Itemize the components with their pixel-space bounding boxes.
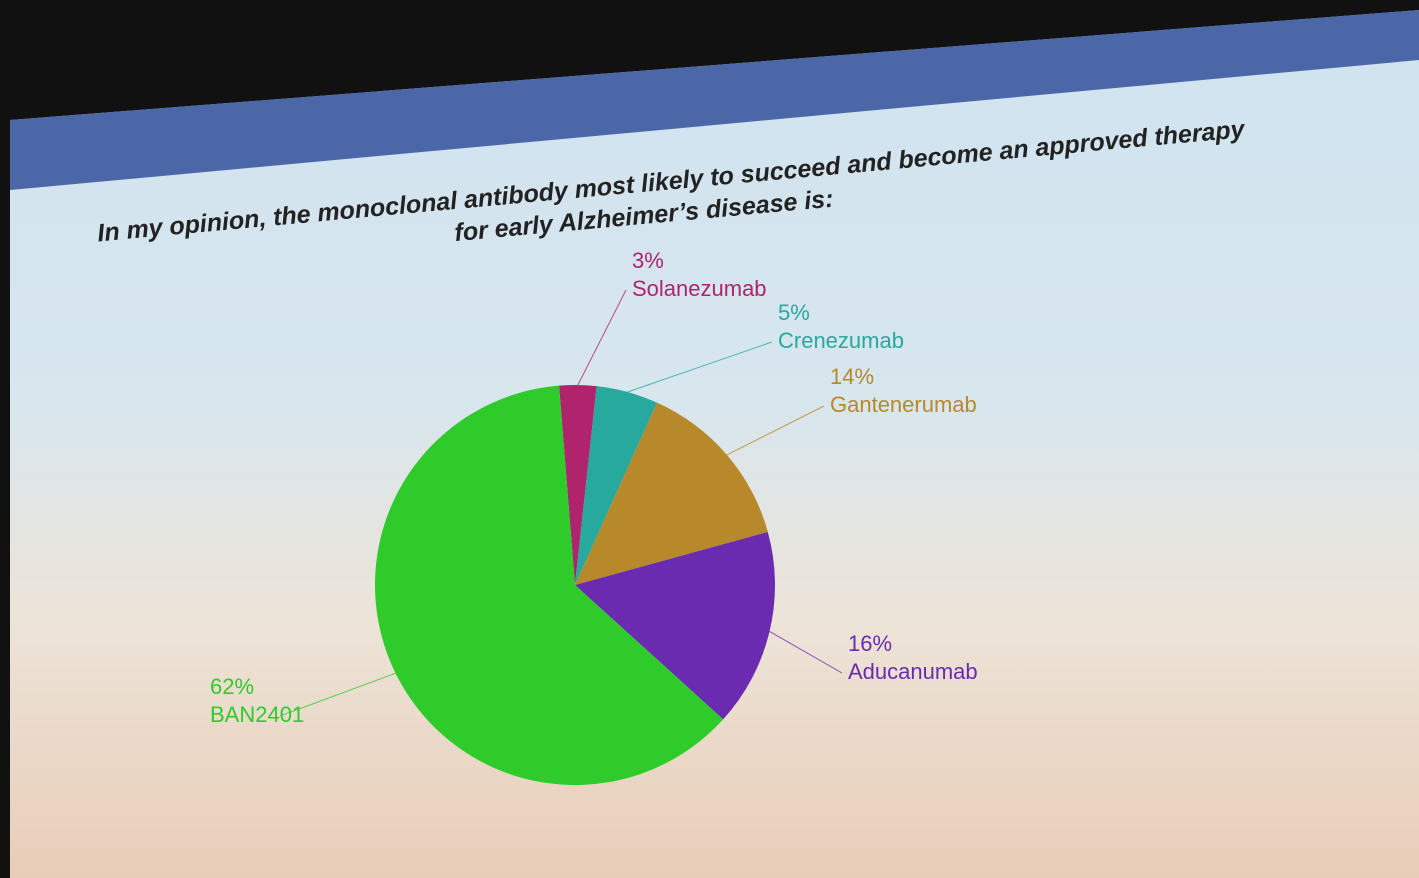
value-label: 62% bbox=[210, 674, 254, 699]
category-label: Aducanumab bbox=[848, 659, 978, 684]
page: In my opinion, the monoclonal antibody m… bbox=[0, 0, 1419, 878]
category-label: Crenezumab bbox=[778, 328, 904, 353]
value-label: 5% bbox=[778, 300, 810, 325]
category-label: Gantenerumab bbox=[830, 392, 977, 417]
chart: In my opinion, the monoclonal antibody m… bbox=[0, 0, 1419, 878]
category-label: BAN2401 bbox=[210, 702, 304, 727]
value-label: 14% bbox=[830, 364, 874, 389]
value-label: 3% bbox=[632, 248, 664, 273]
value-label: 16% bbox=[848, 631, 892, 656]
category-label: Solanezumab bbox=[632, 276, 767, 301]
